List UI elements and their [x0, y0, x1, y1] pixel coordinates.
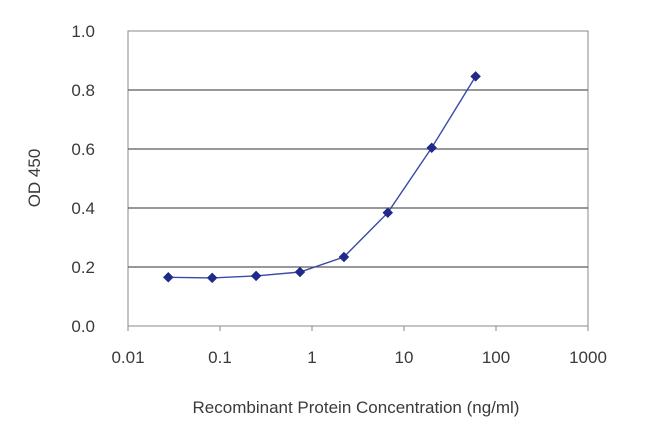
x-tick-label: 1	[307, 348, 316, 367]
data-point	[206, 272, 218, 284]
x-tick-label: 1000	[569, 348, 607, 367]
grid-lines	[128, 89, 588, 268]
x-tick-label: 100	[482, 348, 510, 367]
data-point	[162, 271, 174, 283]
data-point	[250, 270, 262, 282]
y-axis-tick-labels: 0.0 0.2 0.4 0.6 0.8 1.0	[71, 22, 95, 336]
data-point	[382, 207, 394, 219]
series-layer	[162, 71, 481, 284]
x-axis-tick-marks	[127, 326, 589, 331]
y-axis-label: OD 450	[25, 149, 44, 208]
data-point	[426, 142, 438, 154]
data-point	[338, 251, 350, 263]
x-tick-label: 10	[395, 348, 414, 367]
y-tick-label: 0.8	[71, 81, 95, 100]
data-point	[470, 71, 481, 82]
y-tick-label: 0.4	[71, 199, 95, 218]
x-tick-label: 0.1	[208, 348, 232, 367]
x-axis-tick-labels: 0.01 0.1 1 10 100 1000	[111, 348, 606, 367]
y-tick-label: 1.0	[71, 22, 95, 41]
x-axis-label: Recombinant Protein Concentration (ng/ml…	[193, 398, 520, 417]
series-line	[168, 76, 477, 279]
x-tick-label: 0.01	[111, 348, 144, 367]
data-point	[294, 266, 306, 278]
plot-area	[127, 30, 589, 327]
y-tick-label: 0.2	[71, 258, 95, 277]
y-tick-label: 0.6	[71, 140, 95, 159]
y-tick-label: 0.0	[71, 317, 95, 336]
